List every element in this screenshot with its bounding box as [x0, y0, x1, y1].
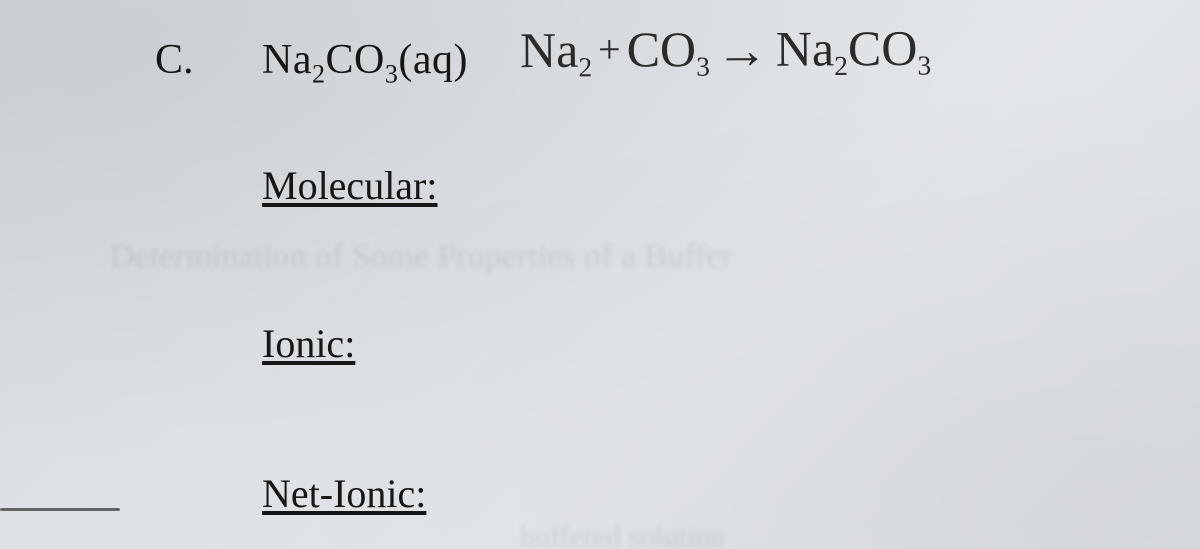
given-compound-formula: Na2CO3(aq): [262, 36, 468, 84]
section-molecular-heading: Molecular:: [262, 162, 438, 209]
handwritten-equation: Na2 + CO3 → Na2CO3: [520, 19, 931, 80]
hw-product: Na2CO3: [776, 19, 932, 78]
section-net-ionic-heading: Net-Ionic:: [262, 470, 426, 517]
bleed-line-1: Determination of Some Properties of a Bu…: [110, 238, 733, 276]
pencil-line: [0, 508, 120, 511]
section-net-ionic-row: Net-Ionic:: [262, 470, 426, 517]
hw-arrow-icon: →: [716, 22, 768, 81]
bleed-line-2: buffered solution: [520, 520, 725, 549]
problem-label-row: C.: [155, 36, 194, 84]
hw-reactant-2: CO3: [626, 20, 710, 78]
section-ionic-heading: Ionic:: [262, 320, 355, 367]
hw-plus: +: [598, 26, 621, 73]
hw-reactant-1: Na2: [520, 21, 592, 79]
section-ionic-row: Ionic:: [262, 320, 355, 367]
given-compound-row: Na2CO3(aq): [262, 36, 468, 84]
worksheet-page: { "layout": { "width": 1200, "height": 5…: [0, 0, 1200, 549]
problem-letter: C.: [155, 36, 194, 84]
section-molecular-row: Molecular:: [262, 162, 438, 209]
